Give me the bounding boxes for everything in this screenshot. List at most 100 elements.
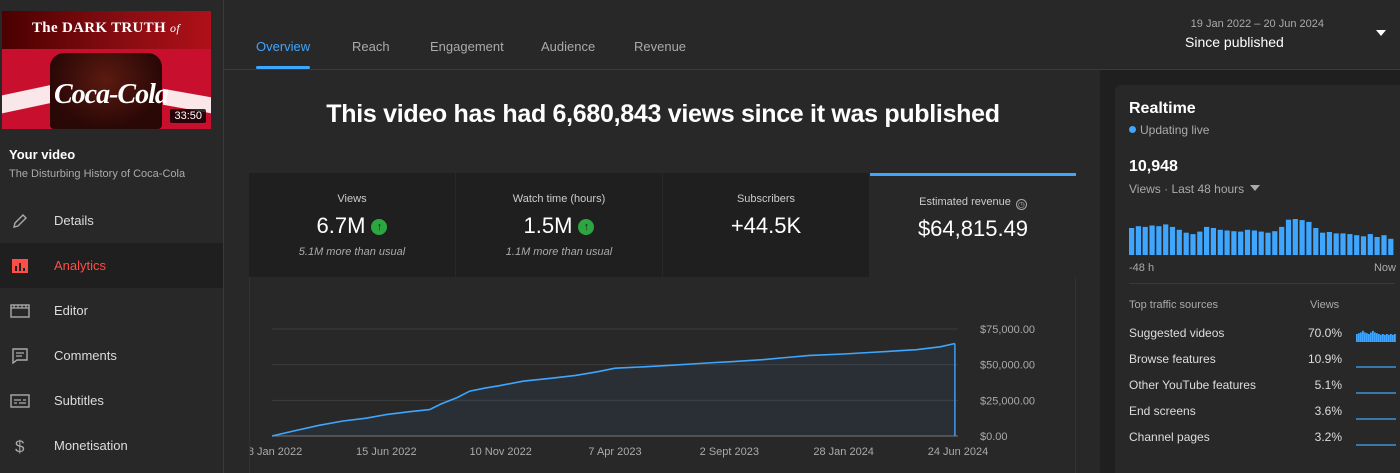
traffic-source-value: 3.2% [1314,430,1342,444]
thumbnail-glass [50,53,162,129]
sparkline-bar [1366,333,1368,342]
traffic-source-row[interactable]: End screens 3.6% [1129,404,1399,424]
sparkline-bar [1356,334,1358,342]
page-headline: This video has had 6,680,843 views since… [326,100,1000,128]
tab-revenue[interactable]: Revenue [634,39,687,54]
metric-card-views[interactable]: Views 6.7M ↑ 5.1M more than usual [249,173,455,277]
sparkline-bar [1362,330,1364,342]
tab-reach[interactable]: Reach [352,39,390,54]
divider [1129,283,1395,284]
sparkline-bar [1374,332,1376,342]
sidebar: The DARK TRUTH of Coca-Cola 33:50 Your v… [0,0,224,473]
traffic-source-name: Other YouTube features [1129,378,1256,392]
traffic-source-name: Suggested videos [1129,326,1225,340]
traffic-source-row[interactable]: Suggested videos 70.0% [1129,326,1399,346]
metric-card-subscribers[interactable]: Subscribers +44.5K [663,173,869,277]
x-tick-label: 15 Jun 2022 [356,446,417,458]
realtime-bar [1265,232,1271,255]
traffic-source-row[interactable]: Browse features 10.9% [1129,352,1399,372]
realtime-bar [1210,228,1216,255]
realtime-bar [1258,231,1264,255]
traffic-source-value: 3.6% [1314,404,1342,418]
realtime-bar [1360,236,1367,255]
realtime-bar [1197,231,1203,255]
date-range-label: Since published [1185,34,1284,50]
sparkline-bar [1394,334,1396,342]
sparkline-bar [1388,334,1390,342]
sidebar-item-label: Subtitles [54,393,104,408]
traffic-source-value: 10.9% [1307,352,1342,366]
revenue-line-chart[interactable]: $75,000.00 $50,000.00 $25,000.00 $0.00 18 Ja… [250,277,1077,473]
sidebar-item-analytics[interactable]: Analytics [0,243,223,288]
sparkline-bar [1380,334,1382,342]
video-title: The Disturbing History of Coca-Cola [9,168,186,180]
caret-down-icon [1250,185,1261,191]
metric-value: +44.5K [730,213,802,238]
sidebar-item-label: Analytics [54,258,107,273]
live-status: Updating live [1129,123,1209,137]
x-tick-label: 28 Jan 2024 [813,446,874,458]
metric-value: $64,815.49 [917,216,1029,241]
metric-comparison: 5.1M more than usual [298,246,406,258]
realtime-bar [1142,226,1148,255]
realtime-bar [1244,229,1251,255]
realtime-period-label: Views · Last 48 hours [1129,182,1245,196]
y-tick-label: $25,000.00 [980,395,1035,407]
realtime-bar [1306,221,1312,255]
traffic-sparkline [1356,392,1396,394]
realtime-bar [1320,232,1326,255]
metric-card-revenue[interactable]: Estimated revenue ◷ $64,815.49 [870,173,1076,277]
arrow-up-icon: ↑ [371,219,388,235]
realtime-bar [1238,231,1244,255]
realtime-period-selector[interactable]: Views · Last 48 hours [1129,182,1261,196]
traffic-sparkline [1356,444,1396,446]
metric-label: Estimated revenue [919,196,1011,208]
tab-engagement[interactable]: Engagement [430,39,504,54]
sidebar-item-comments[interactable]: Comments [0,333,223,378]
realtime-bar [1251,230,1257,255]
sidebar-item-label: Editor [54,303,88,318]
traffic-source-row[interactable]: Channel pages 3.2% [1129,430,1399,450]
sidebar-item-label: Details [54,213,94,228]
revenue-series-line [271,342,956,437]
x-tick-label: 7 Apr 2023 [588,446,641,458]
realtime-bar [1190,234,1196,255]
sparkline-bar [1358,333,1360,342]
thumbnail-band [2,11,211,49]
traffic-source-name: Channel pages [1129,430,1210,444]
video-thumbnail[interactable]: The DARK TRUTH of Coca-Cola 33:50 [2,11,211,129]
realtime-bar [1374,237,1380,255]
realtime-bar [1326,232,1332,255]
realtime-bar [1299,220,1305,255]
realtime-bar-chart[interactable] [1129,219,1395,255]
realtime-title: Realtime [1129,100,1196,117]
realtime-bar [1333,233,1339,255]
sparkline-bar [1360,332,1362,342]
traffic-source-row[interactable]: Other YouTube features 5.1% [1129,378,1399,398]
traffic-sources-views-heading: Views [1310,299,1340,311]
realtime-bar [1156,226,1162,255]
sidebar-item-subtitles[interactable]: Subtitles [0,378,223,423]
section-label: Your video [9,147,76,162]
y-tick-label: $0.00 [980,431,1008,443]
x-tick-label: 2 Sept 2023 [700,446,759,458]
realtime-bar [1129,228,1135,255]
tab-audience[interactable]: Audience [541,39,596,54]
svg-text:$: $ [15,437,25,456]
live-status-label: Updating live [1140,123,1210,137]
tab-bar: Overview Reach Engagement Audience Reven… [224,0,1400,70]
clock-icon: ◷ [1015,199,1027,210]
sparkline-bar [1376,333,1378,342]
tab-overview[interactable]: Overview [256,39,311,54]
traffic-source-value: 70.0% [1307,326,1342,340]
thumbnail-brand: Coca-Cola [54,79,169,110]
x-tick-label: 24 Jun 2024 [928,446,989,458]
metric-value: 1.5M [523,213,573,238]
traffic-source-value: 5.1% [1314,378,1342,392]
sidebar-item-monetisation[interactable]: $ Monetisation [0,423,223,468]
metric-card-watch-time[interactable]: Watch time (hours) 1.5M ↑ 1.1M more than … [456,173,662,277]
comment-icon [10,346,30,366]
realtime-bar [1279,226,1285,255]
sidebar-item-editor[interactable]: Editor [0,288,223,333]
sidebar-item-details[interactable]: Details [0,198,223,243]
